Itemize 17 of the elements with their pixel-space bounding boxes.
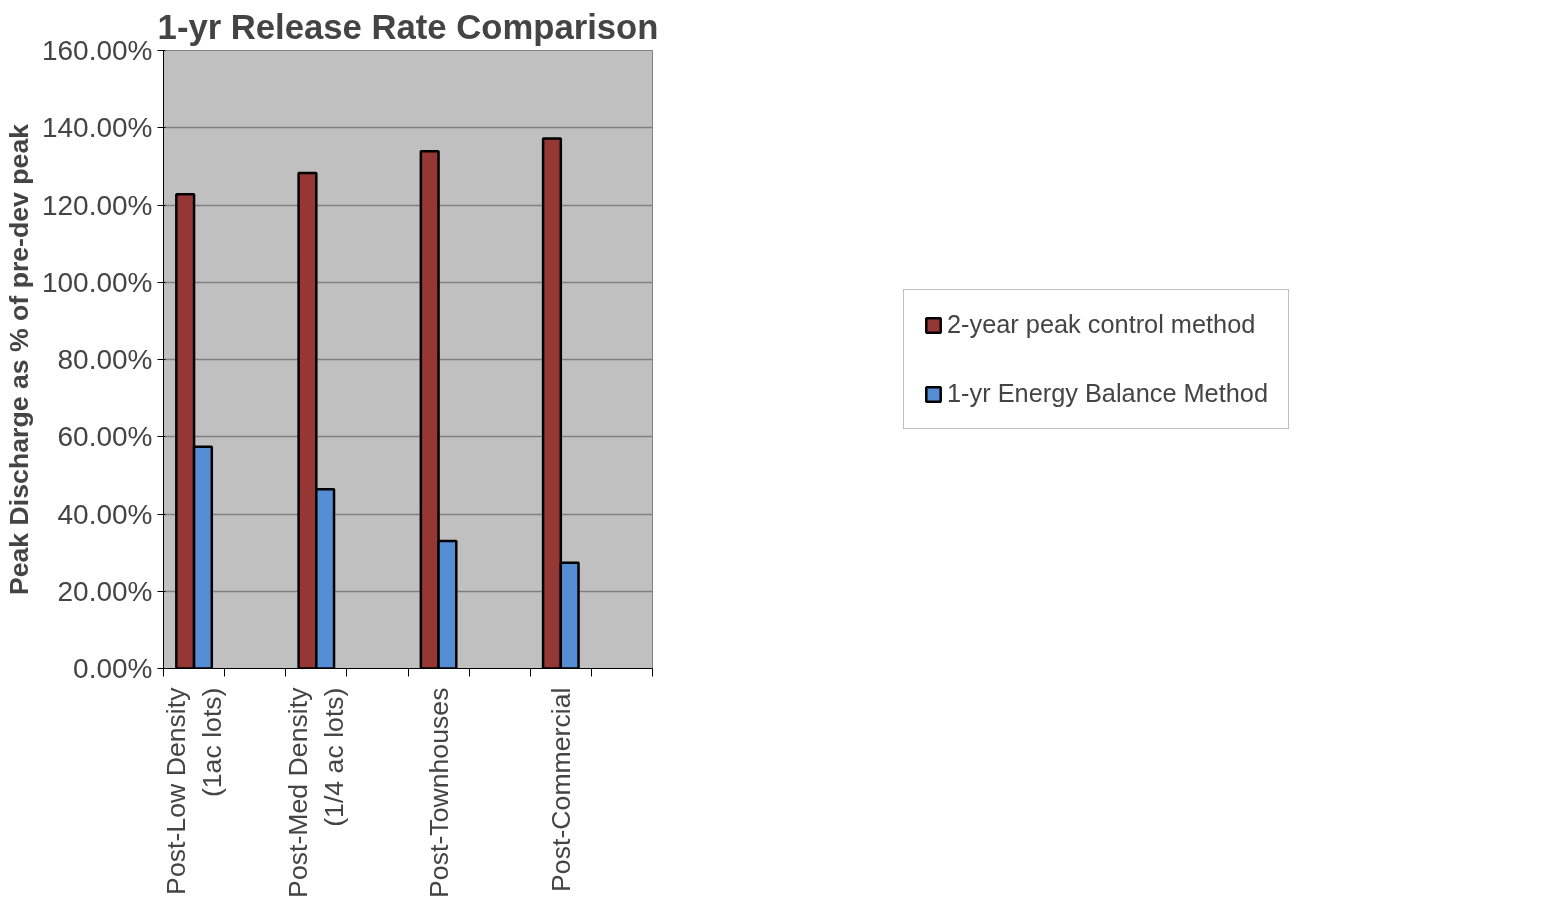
y-tick-label: 120.00% [41, 189, 153, 221]
chart-title: 1-yr Release Rate Comparison [157, 7, 659, 46]
y-tick-label: 40.00% [57, 498, 153, 530]
y-tick-label: 160.00% [41, 35, 153, 66]
y-tick-label: 20.00% [57, 575, 153, 607]
legend-label: 1-yr Energy Balance Method [947, 379, 1268, 408]
y-axis-title: Peak Discharge as % of pre-dev peak [3, 123, 34, 596]
y-tick-label: 60.00% [57, 421, 153, 453]
y-tick-label: 0.00% [73, 653, 153, 684]
x-tick-label: Post-Med Density (1/4 ac lots) [283, 686, 350, 898]
y-tick-label: 140.00% [41, 112, 153, 144]
x-tick-label: Post-Commercial [545, 687, 576, 892]
y-tick-label: 100.00% [41, 266, 153, 298]
x-tick-label: Post-Low Density (1ac lots) [161, 686, 228, 895]
legend-label: 2-year peak control method [947, 310, 1256, 339]
y-tick-label: 80.00% [57, 344, 153, 375]
x-tick-label: Post-Townhouses [423, 687, 454, 898]
